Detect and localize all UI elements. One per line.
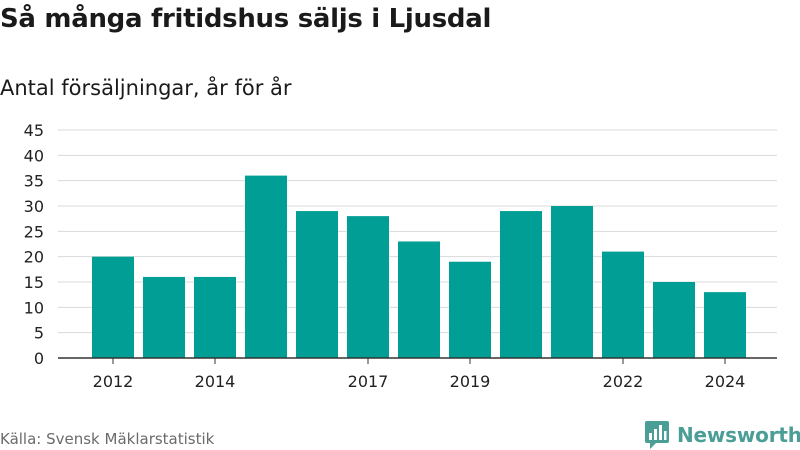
y-axis-tick-labels: 0 5 10 15 20 25 30 35 40 45 [24, 121, 44, 368]
y-tick-label: 30 [24, 197, 44, 216]
y-tick-label: 0 [34, 349, 44, 368]
bar-2022 [602, 251, 644, 358]
bar-2024 [704, 292, 746, 358]
bar-2015 [245, 175, 287, 358]
brand-name: Newsworthy [677, 423, 800, 447]
bar-2018 [398, 241, 440, 358]
y-tick-label: 25 [24, 222, 44, 241]
y-tick-label: 10 [24, 298, 44, 317]
x-tick-label: 2012 [93, 372, 134, 391]
bar-2023 [653, 282, 695, 358]
y-tick-label: 45 [24, 121, 44, 140]
y-tick-label: 40 [24, 146, 44, 165]
bar-2013 [143, 276, 185, 358]
y-tick-label: 20 [24, 248, 44, 267]
bar-2012 [92, 256, 134, 358]
x-tick-label: 2014 [195, 372, 236, 391]
x-axis-tick-labels: 2012 2014 2017 2019 2022 2024 [93, 358, 746, 391]
chart-subtitle: Antal försäljningar, år för år [0, 76, 292, 100]
bar-2014 [194, 276, 236, 358]
y-tick-label: 35 [24, 172, 44, 191]
source-note: Källa: Svensk Mäklarstatistik [0, 430, 215, 448]
bar-2021 [551, 206, 593, 358]
x-tick-label: 2017 [348, 372, 389, 391]
bar-2017 [347, 216, 389, 358]
bar-chart-logo-icon [645, 421, 669, 449]
bar-2016 [296, 211, 338, 358]
x-tick-label: 2019 [450, 372, 491, 391]
bars [92, 175, 746, 358]
x-tick-label: 2024 [705, 372, 746, 391]
y-tick-label: 5 [34, 324, 44, 343]
bar-2019 [449, 261, 491, 358]
y-tick-label: 15 [24, 273, 44, 292]
newsworthy-logo: Newsworthy [644, 420, 800, 450]
chart-title: Så många fritidshus säljs i Ljusdal [0, 4, 492, 34]
bar-2020 [500, 211, 542, 358]
x-tick-label: 2022 [603, 372, 644, 391]
